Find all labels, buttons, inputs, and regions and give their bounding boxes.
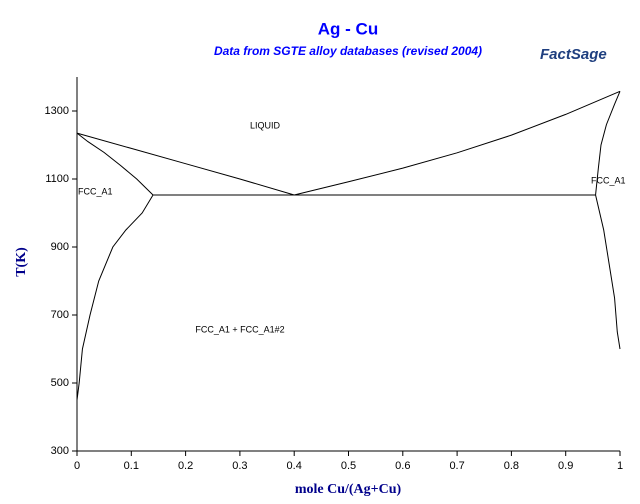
x-axis-label: mole Cu/(Ag+Cu) (295, 482, 402, 497)
phase-boundary (294, 90, 621, 196)
x-tick-label: 0.8 (504, 460, 519, 472)
chart-title: Ag - Cu (318, 19, 378, 38)
y-tick-label: 500 (51, 377, 69, 389)
phase-boundary (76, 132, 154, 196)
x-tick-label: 0.7 (449, 460, 464, 472)
logo: FactSage (540, 46, 607, 63)
y-tick-label: 1100 (45, 173, 69, 185)
phase-label: FCC_A1 (78, 186, 113, 196)
x-tick-label: 0.5 (341, 460, 356, 472)
phase-boundary (595, 91, 621, 196)
x-tick-label: 0.6 (395, 460, 410, 472)
y-tick-label: 1300 (45, 105, 69, 117)
x-tick-label: 0.3 (232, 460, 247, 472)
chart-subtitle: Data from SGTE alloy databases (revised … (214, 44, 482, 58)
phase-boundary (595, 194, 621, 350)
phase-boundary (76, 132, 295, 196)
x-tick-label: 1 (617, 460, 623, 472)
y-axis-label: T(K) (14, 247, 29, 277)
phase-boundary (76, 194, 154, 401)
x-tick-label: 0.9 (558, 460, 573, 472)
x-tick-label: 0.4 (287, 460, 302, 472)
y-tick-label: 300 (51, 445, 69, 457)
x-tick-label: 0.1 (124, 460, 139, 472)
x-tick-label: 0 (74, 460, 80, 472)
phase-label: FCC_A1 (591, 175, 626, 185)
x-tick-label: 0.2 (178, 460, 193, 472)
phase-label: LIQUID (250, 120, 281, 130)
y-tick-label: 900 (51, 241, 69, 253)
y-tick-label: 700 (51, 309, 69, 321)
phase-label: FCC_A1 + FCC_A1#2 (195, 324, 284, 334)
